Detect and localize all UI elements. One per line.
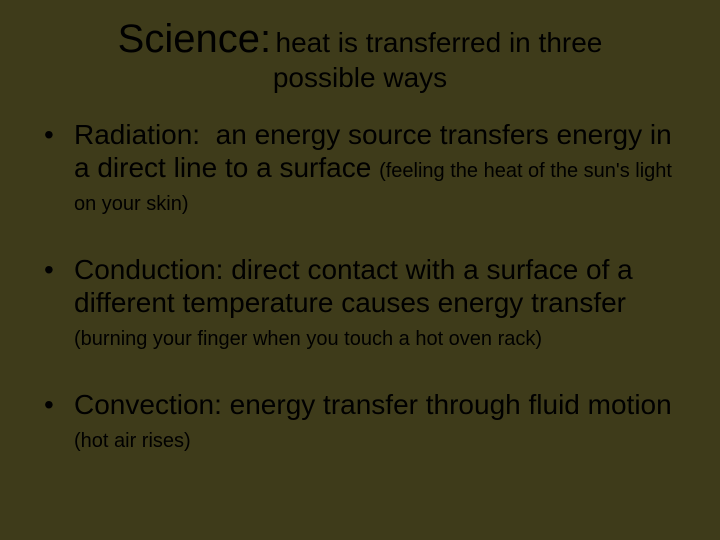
- list-item: Radiation: an energy source transfers en…: [40, 118, 680, 217]
- list-item: Convection: energy transfer through flui…: [40, 388, 680, 454]
- title-sub-2: possible ways: [273, 62, 447, 93]
- title-sub-1: heat is transferred in three: [276, 27, 603, 58]
- slide: Science: heat is transferred in three po…: [0, 0, 720, 540]
- title-main: Science:: [118, 17, 271, 61]
- slide-title: Science: heat is transferred in three po…: [40, 16, 680, 94]
- bullet-paren: (hot air rises): [74, 430, 191, 452]
- bullet-term: Radiation:: [74, 119, 200, 150]
- bullet-term: Convection:: [74, 389, 222, 420]
- bullet-paren: (burning your finger when you touch a ho…: [74, 328, 542, 350]
- list-item: Conduction: direct contact with a surfac…: [40, 253, 680, 352]
- bullet-desc: energy transfer through fluid motion: [230, 389, 672, 420]
- bullet-list: Radiation: an energy source transfers en…: [40, 118, 680, 454]
- bullet-term: Conduction:: [74, 254, 223, 285]
